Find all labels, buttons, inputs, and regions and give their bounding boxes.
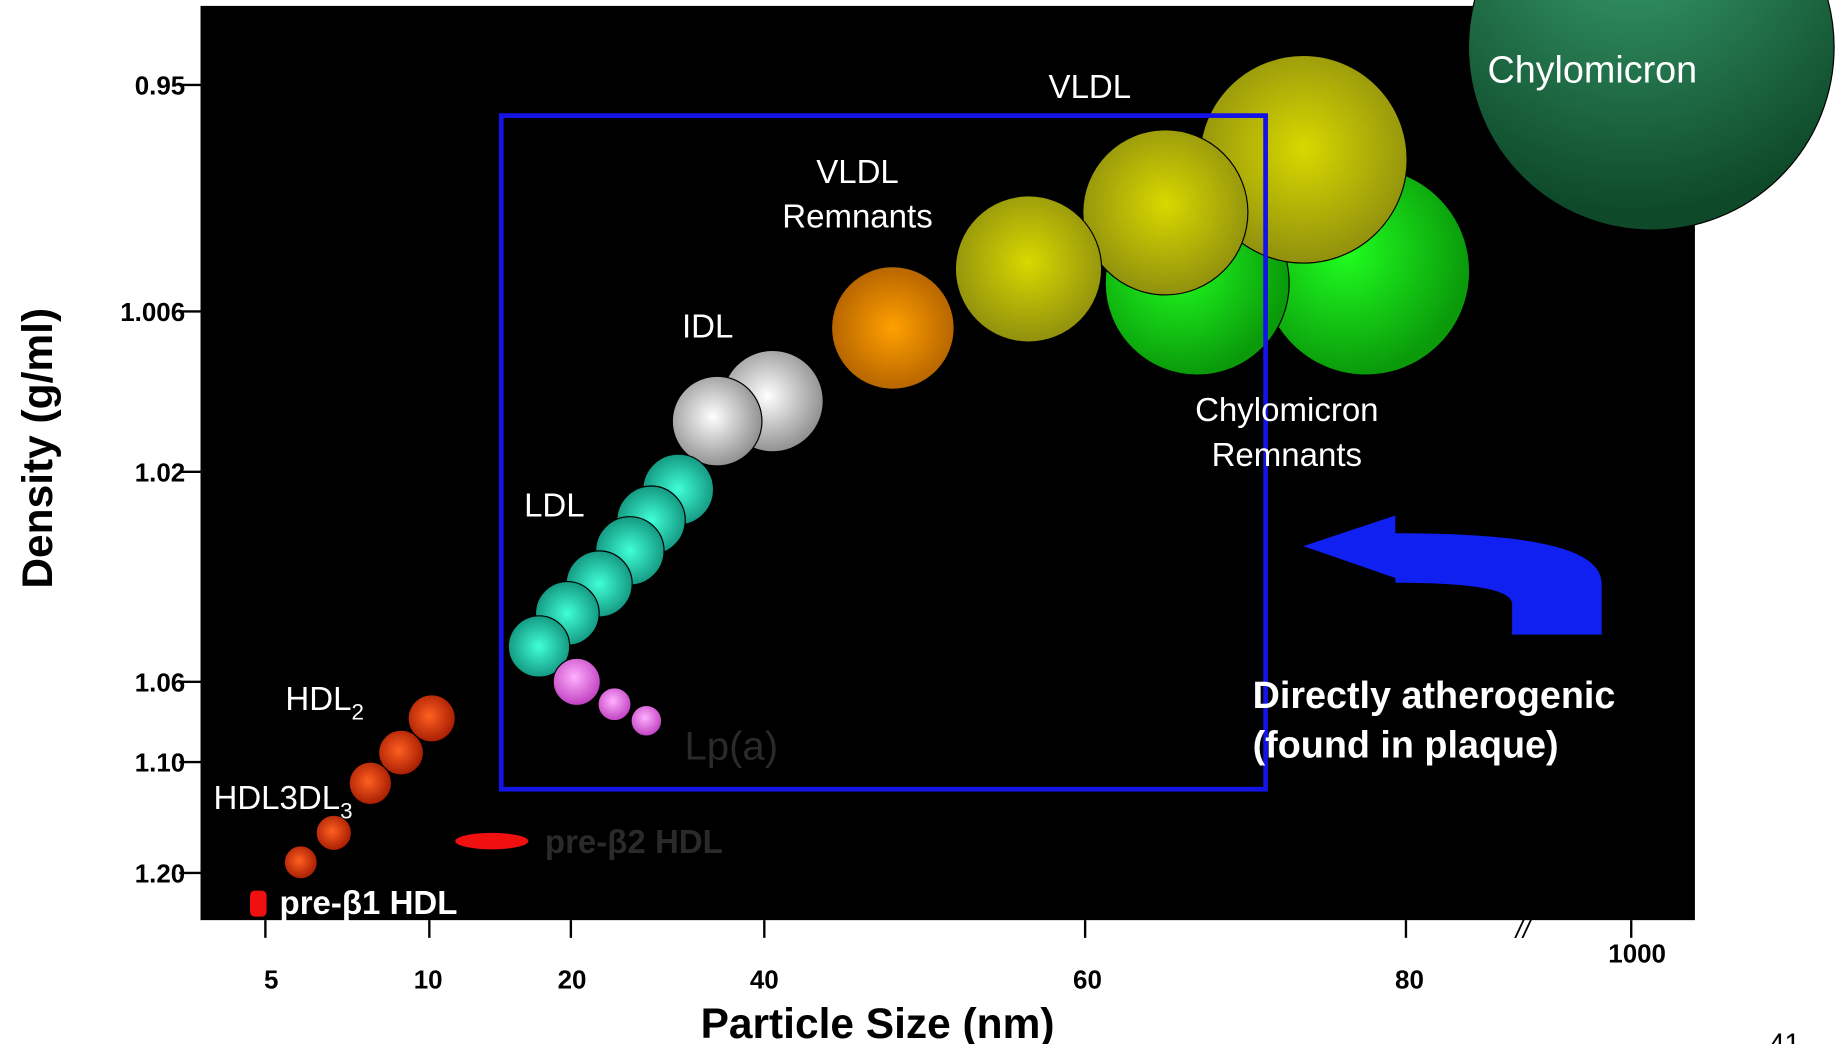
label: Remnants	[1212, 436, 1362, 473]
particle	[672, 376, 762, 466]
y-tick-label: 1.02	[135, 459, 185, 487]
label: VLDL	[1049, 68, 1132, 105]
y-tick-label: 1.06	[135, 669, 185, 697]
label: Remnants	[782, 198, 932, 235]
label: VLDL	[816, 153, 899, 190]
label-text: HDL3DL	[213, 779, 340, 816]
x-tick-label: 20	[558, 967, 587, 995]
label: Lp(a)	[684, 725, 778, 769]
pre-beta2-shape	[455, 833, 528, 850]
y-tick-label: 0.95	[135, 72, 185, 100]
label: Chylomicron	[1487, 49, 1697, 91]
x-tick-label: 10	[414, 967, 443, 995]
particle	[955, 196, 1101, 342]
x-axis-title: Particle Size (nm)	[701, 1000, 1055, 1044]
label: Chylomicron	[1195, 391, 1378, 428]
axis-break: //	[1514, 916, 1533, 944]
label-text: HDL	[285, 680, 351, 717]
y-axis-title: Density (g/ml)	[14, 308, 61, 589]
x-tick-label: 60	[1073, 967, 1102, 995]
pre-beta1-shape	[250, 891, 267, 917]
plot-area	[201, 6, 1695, 920]
slide: Chylomicron VLDL VLDL Remnants IDL LDL C…	[0, 0, 1840, 1044]
x-tick-label: 1000	[1608, 941, 1666, 969]
label-sub: 2	[351, 700, 363, 725]
label: pre-β2 HDL	[545, 823, 723, 860]
particle	[631, 705, 662, 736]
particle	[1083, 130, 1248, 295]
y-tick-label: 1.006	[120, 299, 185, 327]
slide-number: 41	[1769, 1027, 1800, 1044]
label: pre-β1 HDL	[280, 884, 458, 921]
y-tick-label: 1.20	[135, 860, 185, 888]
label-sub: 3	[340, 799, 352, 824]
label: IDL	[682, 307, 733, 344]
particle	[349, 762, 391, 804]
label: LDL	[524, 487, 585, 524]
particle	[553, 658, 600, 705]
particle	[598, 688, 631, 721]
page: {"slide_number":"41", "y_axis":{"title":…	[0, 0, 1840, 1044]
callout: (found in plaque)	[1253, 723, 1559, 765]
particle	[284, 846, 317, 879]
callout: Directly atherogenic	[1253, 674, 1616, 716]
x-tick-label: 80	[1395, 967, 1424, 995]
particle	[832, 267, 955, 390]
x-tick-label: 40	[750, 967, 779, 995]
x-tick-label: 5	[264, 967, 278, 995]
y-tick-label: 1.10	[135, 749, 185, 777]
